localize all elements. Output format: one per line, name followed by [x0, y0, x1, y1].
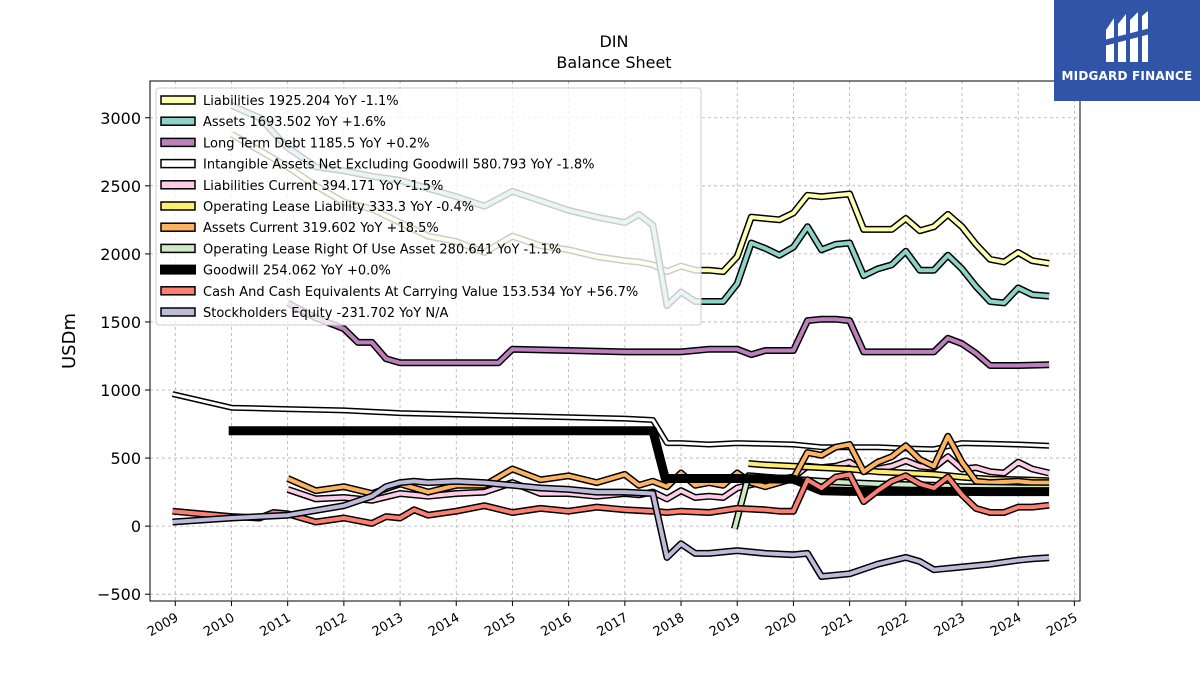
legend-swatch	[160, 243, 196, 254]
logo-mark-icon	[1104, 11, 1150, 62]
legend-label: Goodwill 254.062 YoY +0.0%	[203, 264, 391, 279]
x-tick-label: 2013	[370, 610, 406, 640]
series-line	[286, 301, 1050, 368]
series-line	[172, 479, 1050, 579]
legend-swatch	[160, 264, 196, 275]
y-tick-label: −500	[97, 585, 141, 604]
x-tick-label: 2014	[426, 610, 462, 640]
legend-swatch	[160, 137, 196, 148]
brand-logo: MIDGARD FINANCE	[1054, 0, 1200, 101]
series-long-term-debt	[286, 299, 1050, 369]
legend-item: Operating Lease Liability 333.3 YoY -0.4…	[160, 200, 474, 215]
y-axis: −500 0 500 1000 1500 2000 2500 3000	[97, 109, 150, 604]
legend-item: Cash And Cash Equivalents At Carrying Va…	[160, 285, 638, 300]
y-tick-label: 1500	[100, 313, 141, 332]
x-tick-label: 2021	[819, 610, 855, 640]
x-tick-label: 2024	[988, 610, 1024, 640]
y-tick-label: 500	[110, 449, 141, 468]
series-line	[228, 426, 1050, 497]
legend-swatch	[160, 158, 196, 169]
x-tick-label: 2025	[1044, 610, 1080, 640]
y-axis-label: USDm	[59, 313, 80, 369]
y-tick-label: 3000	[100, 109, 141, 128]
legend-swatch	[160, 95, 196, 105]
legend-swatch	[160, 116, 196, 126]
legend-item: Intangible Assets Net Excluding Goodwill…	[160, 158, 594, 173]
legend-label: Liabilities Current 394.171 YoY -1.5%	[203, 179, 443, 194]
legend-swatch	[160, 201, 196, 211]
series-outline	[171, 391, 1050, 453]
legend-item: Assets Current 319.602 YoY +18.5%	[160, 221, 439, 236]
legend-label: Long Term Debt 1185.5 YoY +0.2%	[203, 136, 430, 151]
legend-label: Intangible Assets Net Excluding Goodwill…	[203, 158, 594, 173]
series-intangible-assets-net-excluding-goodwill	[171, 391, 1050, 453]
y-tick-label: 2500	[100, 177, 141, 196]
y-tick-label: 0	[131, 517, 141, 536]
series-liabilities-current	[286, 453, 1050, 504]
x-tick-label: 2012	[314, 610, 350, 640]
x-tick-label: 2011	[258, 610, 294, 640]
legend-item: Assets 1693.502 YoY +1.6%	[160, 115, 386, 130]
x-tick-label: 2022	[876, 610, 912, 640]
series-cash-and-cash-equivalents-at-carrying-value	[172, 470, 1050, 527]
legend-item: Liabilities Current 394.171 YoY -1.5%	[160, 179, 443, 194]
legend: Liabilities 1925.204 YoY -1.1% Assets 169…	[155, 87, 702, 326]
x-tick-label: 2023	[932, 610, 968, 640]
x-axis: 2009 2010 2011 2012 2013 2014 2015 2016 2017 2018…	[145, 601, 1080, 640]
y-tick-label: 2000	[100, 245, 141, 264]
x-tick-label: 2019	[707, 610, 743, 640]
legend-label: Assets Current 319.602 YoY +18.5%	[203, 221, 439, 236]
plot-frame	[149, 80, 1081, 602]
series-line	[172, 472, 1050, 526]
brand-name: MIDGARD FINANCE	[1061, 69, 1193, 83]
legend-swatch	[160, 286, 196, 296]
legend-item: Liabilities 1925.204 YoY -1.1%	[160, 94, 399, 109]
legend-swatch	[160, 222, 196, 232]
x-tick-label: 2009	[145, 610, 181, 640]
x-tick-label: 2017	[595, 610, 631, 640]
x-tick-label: 2020	[763, 610, 799, 640]
legend-swatch	[160, 180, 196, 190]
x-tick-label: 2018	[651, 610, 687, 640]
legend-item: Stockholders Equity -231.702 YoY N/A	[160, 306, 448, 321]
legend-label: Liabilities 1925.204 YoY -1.1%	[203, 94, 399, 109]
x-tick-label: 2015	[482, 610, 518, 640]
legend-item: Goodwill 254.062 YoY +0.0%	[160, 264, 391, 279]
chart-title: DIN	[599, 32, 628, 51]
y-tick-label: 1000	[100, 381, 141, 400]
legend-label: Operating Lease Right Of Use Asset 280.6…	[203, 242, 561, 257]
chart-subtitle: Balance Sheet	[556, 53, 671, 72]
legend-item: Long Term Debt 1185.5 YoY +0.2%	[160, 136, 430, 151]
legend-label: Stockholders Equity -231.702 YoY N/A	[203, 306, 448, 321]
legend-label: Operating Lease Liability 333.3 YoY -0.4…	[203, 200, 474, 215]
x-tick-label: 2010	[201, 610, 237, 640]
series-goodwill	[228, 426, 1050, 497]
legend-item: Operating Lease Right Of Use Asset 280.6…	[160, 242, 561, 257]
legend-label: Cash And Cash Equivalents At Carrying Va…	[203, 285, 638, 300]
legend-box	[155, 87, 702, 326]
series-line	[172, 392, 1050, 451]
series-line	[287, 454, 1050, 503]
x-tick-label: 2016	[538, 610, 574, 640]
legend-label: Assets 1693.502 YoY +1.6%	[203, 115, 386, 130]
series-stockholders-equity	[172, 477, 1050, 580]
legend-swatch	[160, 307, 196, 317]
